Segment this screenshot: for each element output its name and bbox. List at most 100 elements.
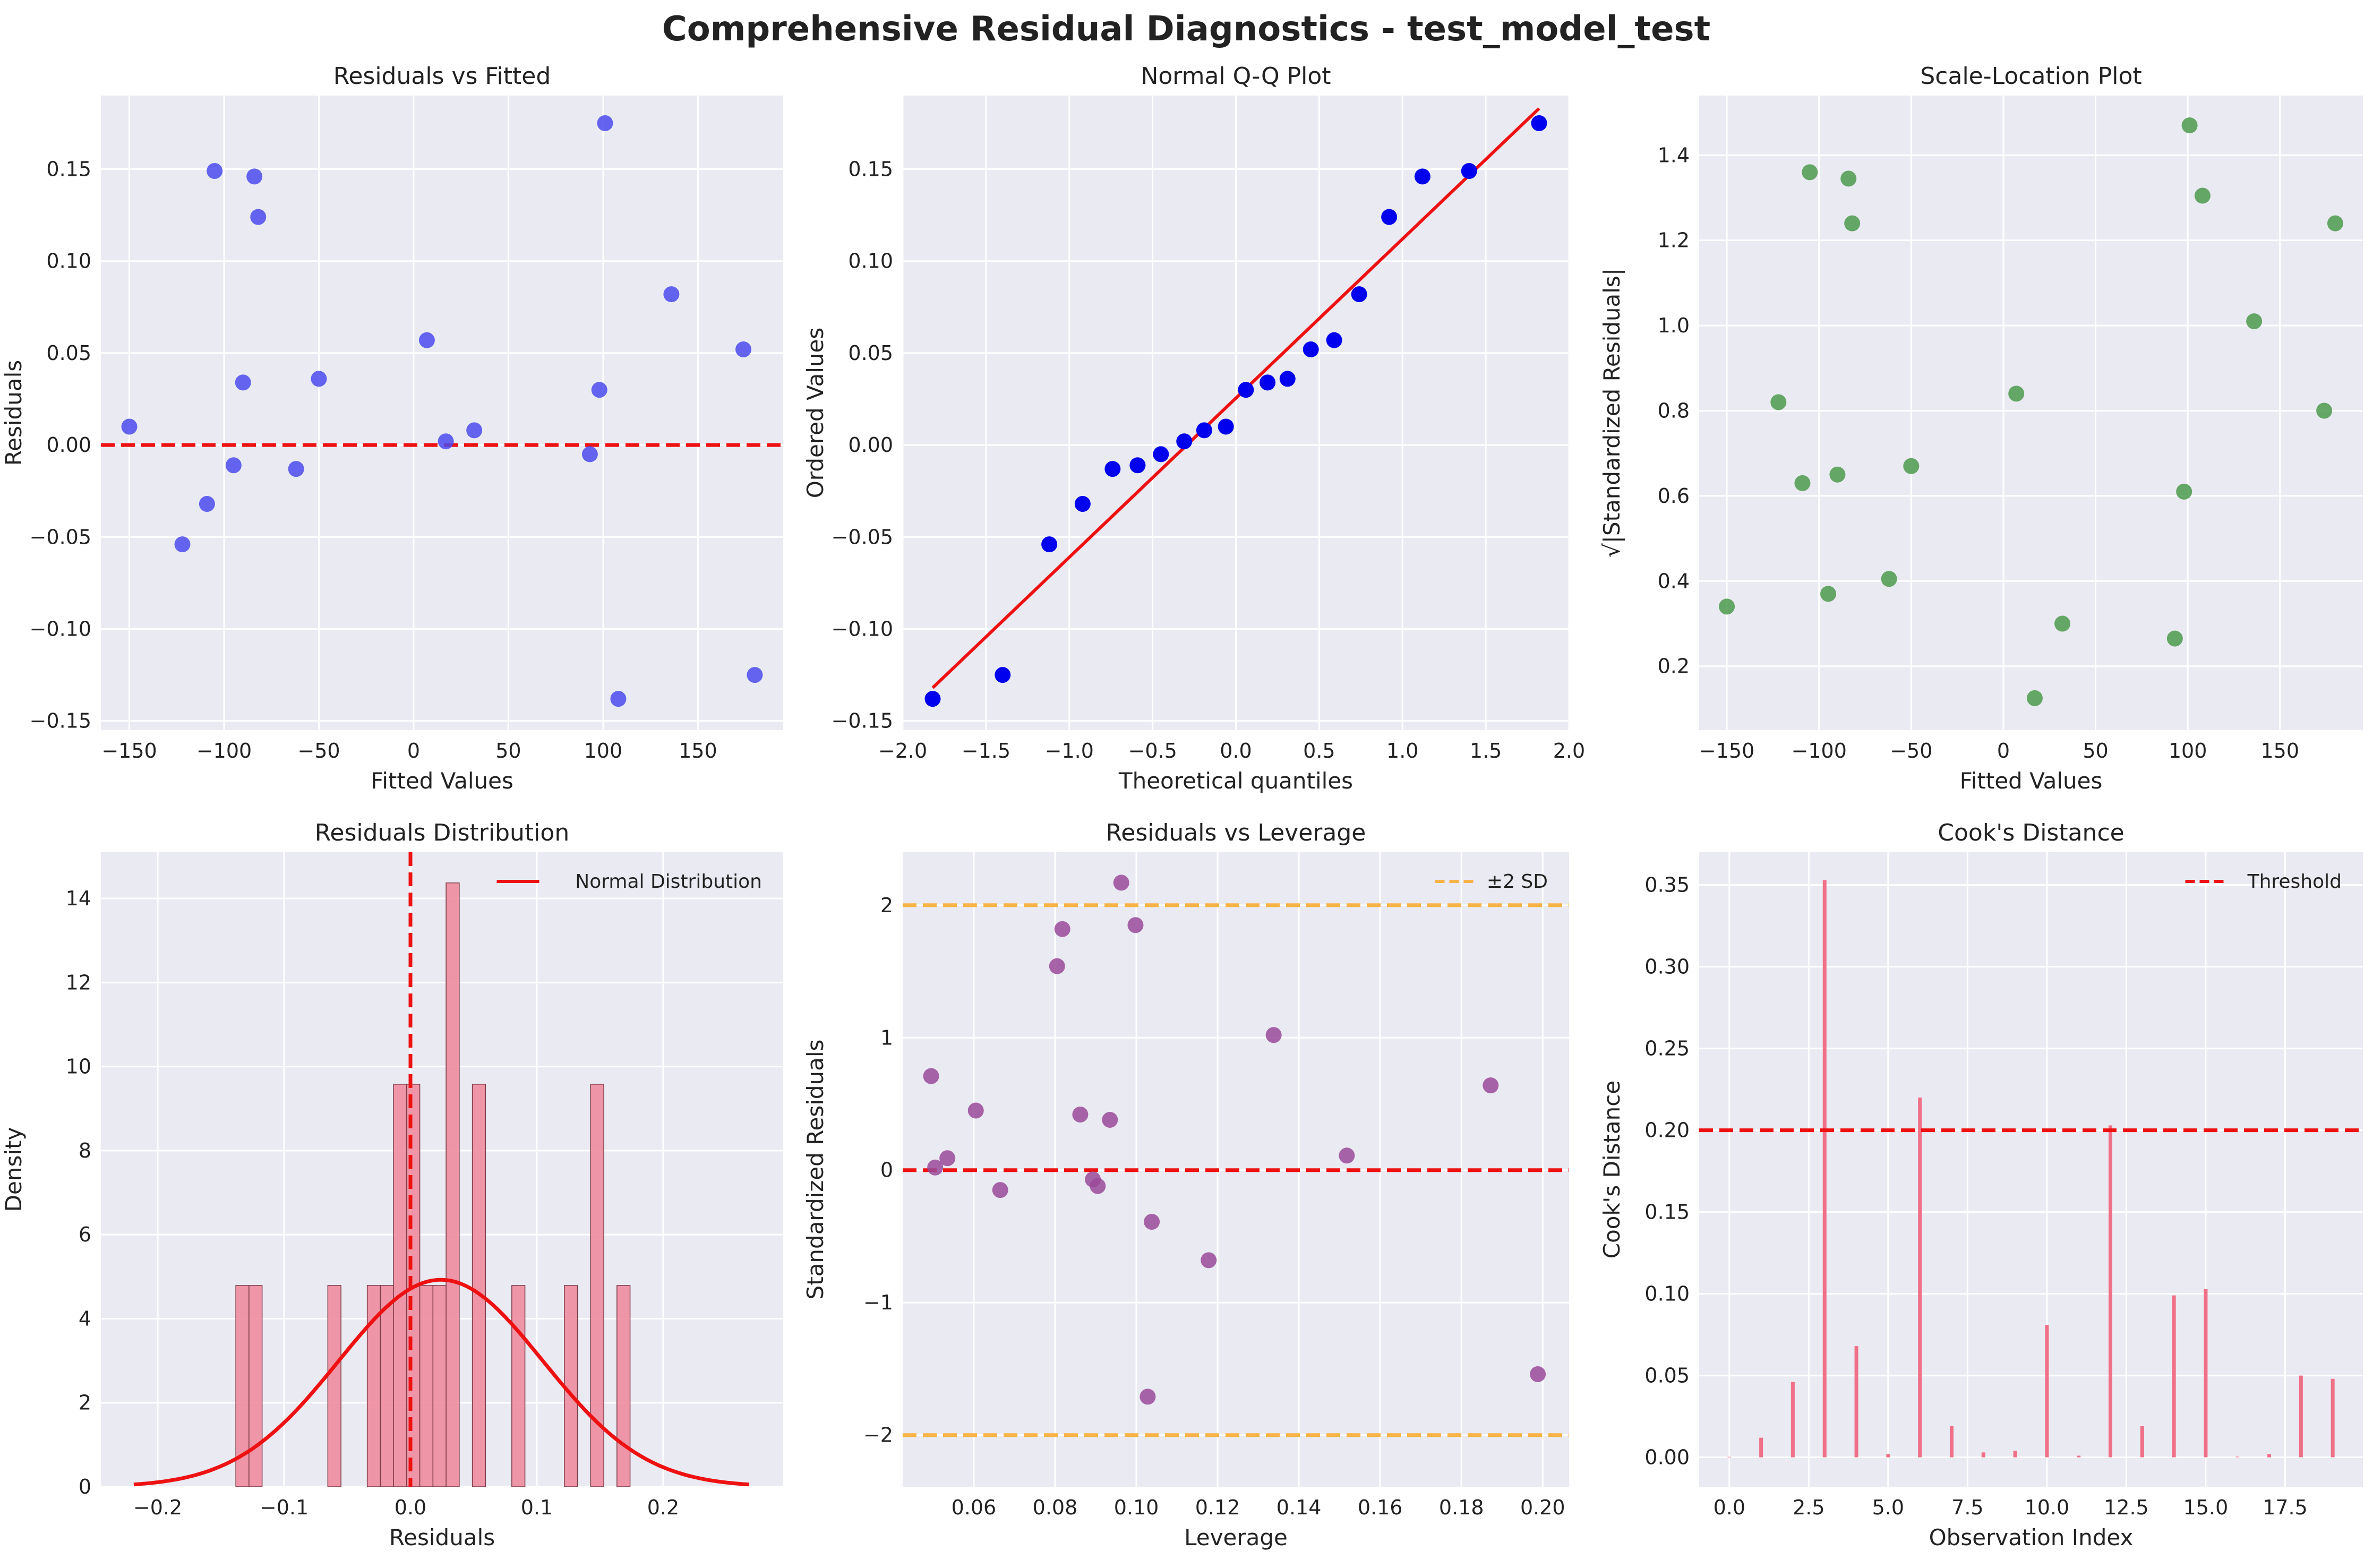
chart-title: Cook's Distance bbox=[1938, 819, 2124, 846]
data-point bbox=[1719, 598, 1735, 615]
data-point bbox=[2181, 117, 2198, 134]
histogram-bar bbox=[511, 1285, 526, 1487]
y-axis-label: √|Standardized Residuals| bbox=[1599, 268, 1625, 558]
y-tick-label: 4 bbox=[79, 1307, 91, 1330]
x-tick-label: 2.5 bbox=[1793, 1496, 1824, 1519]
y-tick-label: 1.0 bbox=[1658, 314, 1690, 337]
y-tick-label: 12 bbox=[66, 971, 91, 994]
reference-line bbox=[931, 107, 1540, 689]
y-tick-label: 0.05 bbox=[46, 341, 91, 365]
data-point bbox=[1881, 571, 1897, 587]
data-point bbox=[174, 536, 191, 553]
y-tick-label: 0.10 bbox=[848, 250, 893, 273]
data-point bbox=[1201, 1252, 1217, 1269]
plot-area bbox=[101, 96, 783, 730]
data-point bbox=[591, 382, 607, 398]
y-tick-label: −0.05 bbox=[832, 525, 893, 549]
x-tick-label: 50 bbox=[2083, 739, 2108, 762]
x-tick-label: 1.0 bbox=[1386, 739, 1418, 762]
legend: Normal Distribution bbox=[496, 871, 762, 893]
data-point bbox=[1129, 457, 1146, 474]
x-tick-label: 0.06 bbox=[952, 1496, 997, 1519]
x-tick-label: 0.0 bbox=[1714, 1496, 1745, 1519]
x-axis-label: Observation Index bbox=[1929, 1524, 2134, 1550]
y-tick-label: −0.10 bbox=[30, 617, 91, 640]
data-point bbox=[1351, 286, 1367, 303]
data-layer bbox=[133, 852, 749, 1487]
histogram-bar bbox=[616, 1285, 631, 1487]
data-point bbox=[235, 374, 251, 391]
data-point bbox=[1802, 164, 1818, 181]
chart-resid_leverage: 0.06 0.08 0.10 0.12 0.14 0.16 0.18 0.20 −2 −1 0 1 2 R… bbox=[802, 819, 1569, 1550]
chart-title: Residuals vs Leverage bbox=[1106, 819, 1366, 846]
y-tick-label: 0.00 bbox=[1644, 1446, 1690, 1469]
chart-resid_fitted: −150 −100 −50 0 50 100 150 −0.15 −0.10 −0.05 0.00 0… bbox=[1, 63, 783, 794]
x-axis-label: Leverage bbox=[1184, 1524, 1288, 1550]
data-point bbox=[663, 286, 680, 303]
data-point bbox=[1530, 1366, 1546, 1382]
x-tick-label: 12.5 bbox=[2104, 1496, 2149, 1519]
x-tick-label: 0.16 bbox=[1358, 1496, 1403, 1519]
data-layer bbox=[1719, 117, 2343, 706]
data-layer bbox=[1699, 880, 2363, 1458]
x-tick-label: −50 bbox=[297, 739, 340, 762]
y-tick-label: 0 bbox=[880, 1159, 893, 1182]
y-tick-label: 0.30 bbox=[1644, 955, 1690, 979]
y-axis-label: Cook's Distance bbox=[1599, 1081, 1625, 1258]
y-tick-label: 0.05 bbox=[848, 341, 893, 365]
y-tick-label: 0.10 bbox=[1644, 1282, 1690, 1306]
chart-title: Residuals vs Fitted bbox=[333, 63, 551, 90]
data-point bbox=[246, 168, 263, 185]
plot-area bbox=[1699, 852, 2363, 1487]
chart-title: Normal Q-Q Plot bbox=[1141, 63, 1331, 90]
data-point bbox=[121, 418, 138, 435]
x-tick-label: −50 bbox=[1890, 739, 1932, 762]
data-point bbox=[1049, 958, 1065, 974]
legend-label: Threshold bbox=[2247, 871, 2342, 893]
legend-label: Normal Distribution bbox=[575, 871, 762, 893]
legend: ±2 SD bbox=[1435, 871, 1548, 893]
histogram-bar bbox=[432, 1285, 447, 1487]
histogram-bar bbox=[419, 1285, 434, 1487]
x-tick-label: 100 bbox=[2169, 739, 2207, 762]
data-point bbox=[1041, 536, 1058, 553]
data-layer bbox=[924, 107, 1547, 707]
data-point bbox=[1461, 163, 1477, 179]
data-point bbox=[923, 1068, 939, 1084]
y-tick-label: 0.00 bbox=[46, 433, 91, 457]
data-point bbox=[1414, 168, 1430, 185]
data-point bbox=[1072, 1106, 1089, 1123]
x-tick-label: 15.0 bbox=[2183, 1496, 2229, 1519]
y-axis-label: Ordered Values bbox=[802, 328, 828, 499]
x-tick-label: −1.5 bbox=[962, 739, 1010, 762]
histogram-bar bbox=[472, 1084, 486, 1487]
data-point bbox=[288, 461, 304, 477]
x-tick-label: 150 bbox=[2260, 739, 2299, 762]
data-point bbox=[1144, 1214, 1160, 1230]
data-point bbox=[1303, 341, 1319, 357]
data-point bbox=[939, 1150, 956, 1167]
data-point bbox=[1326, 332, 1342, 348]
x-tick-label: −0.2 bbox=[133, 1496, 182, 1519]
data-point bbox=[207, 163, 223, 179]
legend-label: ±2 SD bbox=[1487, 871, 1548, 893]
data-point bbox=[1794, 475, 1811, 491]
data-point bbox=[1279, 371, 1296, 387]
data-point bbox=[438, 433, 454, 450]
y-tick-label: 0.35 bbox=[1644, 873, 1690, 897]
x-tick-label: 1.5 bbox=[1470, 739, 1502, 762]
x-axis-label: Residuals bbox=[389, 1524, 495, 1550]
histogram-bar bbox=[393, 1084, 407, 1487]
y-axis-label: Standardized Residuals bbox=[802, 1040, 828, 1300]
y-tick-label: 0.10 bbox=[46, 250, 91, 273]
legend: Threshold bbox=[2185, 871, 2342, 893]
chart-scale_loc: −150 −100 −50 0 50 100 150 0.2 0.4 0.6 0.8 1.0 1.2 1.… bbox=[1599, 63, 2363, 794]
y-tick-label: 0.20 bbox=[1644, 1119, 1690, 1142]
data-point bbox=[466, 422, 483, 439]
x-tick-label: 0.0 bbox=[395, 1496, 426, 1519]
data-layer bbox=[101, 115, 783, 707]
data-point bbox=[1104, 461, 1121, 477]
data-point bbox=[1820, 586, 1837, 602]
data-point bbox=[992, 1182, 1008, 1198]
y-tick-label: 14 bbox=[66, 887, 91, 910]
